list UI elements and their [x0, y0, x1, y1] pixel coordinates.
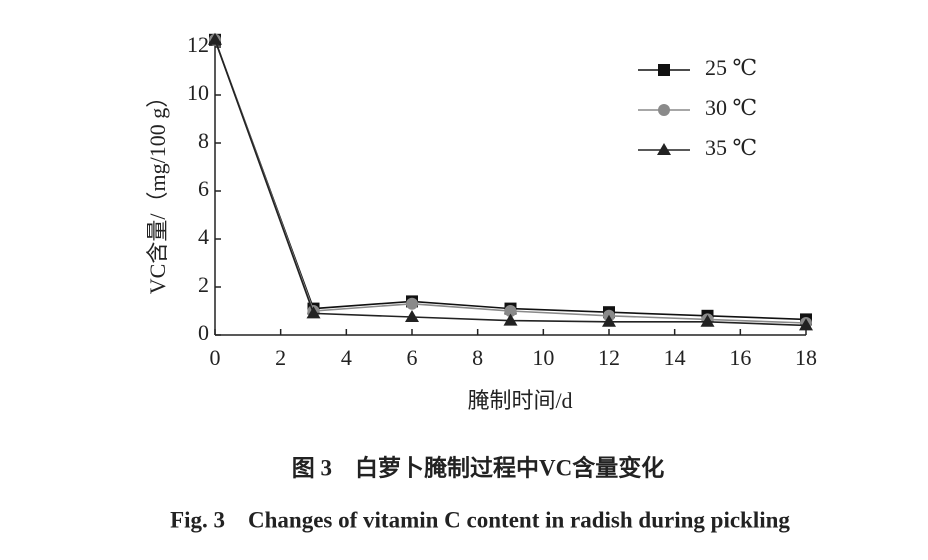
y-tick-label: 12: [187, 32, 209, 57]
marker: [405, 310, 419, 322]
y-tick-label: 4: [198, 224, 209, 249]
legend-marker: [657, 143, 671, 155]
x-tick-label: 12: [598, 345, 620, 370]
marker: [504, 305, 517, 317]
y-tick-label: 2: [198, 272, 209, 297]
legend-marker: [658, 104, 670, 116]
legend-label: 35 ℃: [705, 135, 757, 160]
x-tick-label: 14: [664, 345, 686, 370]
y-tick-label: 10: [187, 80, 209, 105]
x-tick-label: 2: [275, 345, 286, 370]
x-axis-label: 腌制时间/d: [467, 388, 572, 413]
y-tick-label: 8: [198, 128, 209, 153]
marker: [306, 306, 321, 319]
x-tick-label: 18: [795, 345, 817, 370]
legend-marker: [658, 64, 670, 76]
x-tick-label: 16: [729, 345, 751, 370]
marker: [503, 313, 518, 326]
y-axis-label: VC含量/（mg/100 g）: [145, 86, 170, 294]
marker: [799, 318, 813, 331]
marker: [602, 314, 616, 327]
marker: [208, 32, 222, 45]
x-tick-label: 4: [341, 345, 352, 370]
legend-label: 30 ℃: [705, 95, 757, 120]
y-tick-label: 0: [198, 320, 209, 345]
x-tick-label: 6: [407, 345, 418, 370]
x-tick-label: 10: [532, 345, 554, 370]
y-tick-label: 6: [198, 176, 209, 201]
x-tick-label: 8: [472, 345, 483, 370]
marker: [700, 314, 715, 327]
marker: [406, 297, 418, 310]
series-line: [214, 39, 807, 321]
caption-cn: 图 3 白萝卜腌制过程中VC含量变化: [292, 454, 664, 480]
x-tick-label: 0: [210, 345, 221, 370]
caption-en: Fig. 3 Changes of vitamin C content in r…: [170, 507, 790, 532]
legend-label: 25 ℃: [705, 55, 757, 80]
